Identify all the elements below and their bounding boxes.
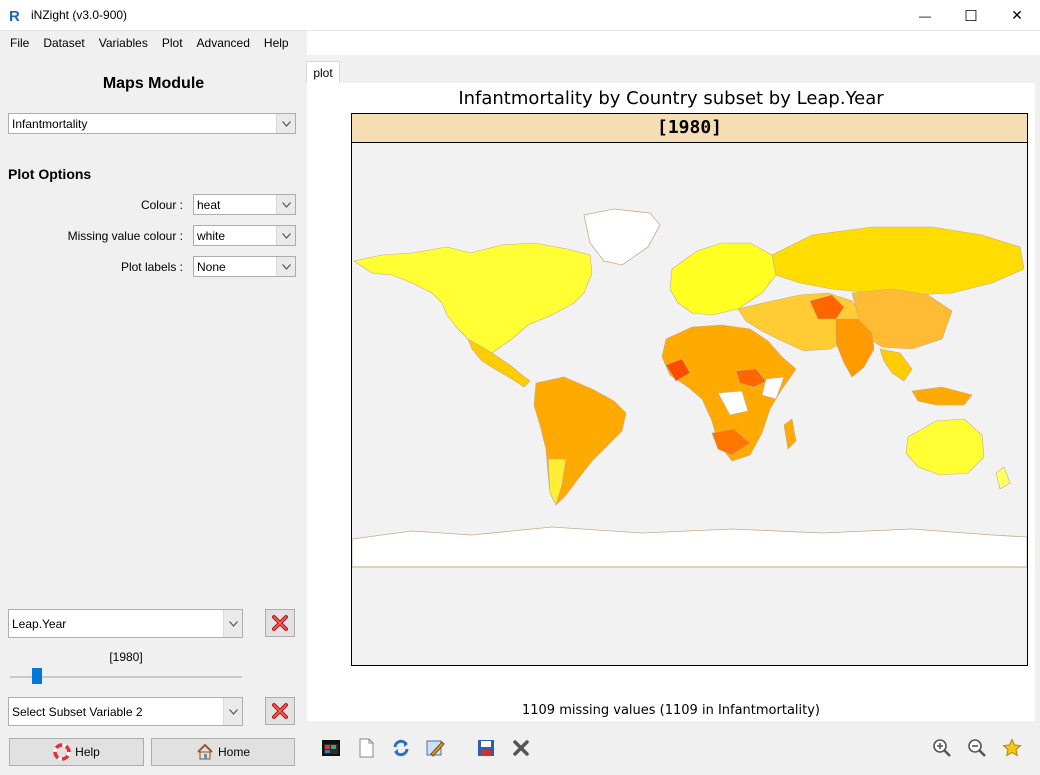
map-panel xyxy=(351,113,1028,666)
slider-value-label: [1980] xyxy=(109,650,143,664)
window-title: iNZight (v3.0-900) xyxy=(31,8,128,22)
ethiopia-shape xyxy=(735,368,767,388)
new-file-button[interactable] xyxy=(355,737,377,759)
new-plot-window-icon xyxy=(322,740,340,756)
menu-variables[interactable]: Variables xyxy=(98,36,148,50)
chevron-down-icon xyxy=(276,114,295,133)
missing-colour-select[interactable]: white xyxy=(193,225,296,246)
madagascar-shape xyxy=(783,418,797,450)
southern-cone-shape xyxy=(547,458,567,506)
chevron-down-icon xyxy=(276,226,295,245)
afghanistan-shape xyxy=(809,294,845,320)
edit-button[interactable] xyxy=(424,737,446,759)
colour-select-value: heat xyxy=(197,197,221,212)
zoom-in-button[interactable] xyxy=(931,737,953,759)
help-button-label: Help xyxy=(75,745,100,759)
russia-shape xyxy=(771,226,1025,296)
subset-variable-1-value: Leap.Year xyxy=(12,616,67,631)
close-x-icon xyxy=(513,740,529,756)
missing-values-note: 1109 missing values (1109 in Infantmorta… xyxy=(521,703,821,718)
clear-subset-1-button[interactable] xyxy=(265,609,295,637)
antarctica-shape xyxy=(352,526,1027,568)
central-america-shape xyxy=(467,338,531,388)
minimize-icon: — xyxy=(919,8,931,23)
menu-plot[interactable]: Plot xyxy=(161,36,183,50)
central-africa-missing-shape xyxy=(717,390,749,416)
variable-select-value: Infantmortality xyxy=(12,116,88,131)
west-africa-max-shape xyxy=(665,358,691,382)
zoom-in-icon xyxy=(933,739,951,757)
greenland-shape xyxy=(583,208,661,266)
pencil-icon xyxy=(426,740,445,757)
r-app-icon: R xyxy=(8,7,24,23)
panel-strip-label: [1980] xyxy=(351,113,1028,143)
plot-labels-label: Plot labels : xyxy=(120,260,183,274)
subset-variable-1-select[interactable]: Leap.Year xyxy=(8,609,243,638)
zoom-out-button[interactable] xyxy=(966,737,988,759)
tab-plot[interactable]: plot xyxy=(306,61,340,83)
refresh-button[interactable] xyxy=(390,737,412,759)
subset-variable-2-select[interactable]: Select Subset Variable 2 xyxy=(8,697,243,726)
module-title: Maps Module xyxy=(102,75,205,92)
minimize-button[interactable]: — xyxy=(902,0,948,31)
star-icon xyxy=(1002,738,1022,757)
north-america-shape xyxy=(353,242,593,354)
india-shape xyxy=(835,318,875,378)
colour-select[interactable]: heat xyxy=(193,194,296,215)
slider-track xyxy=(10,676,242,678)
variable-select[interactable]: Infantmortality xyxy=(8,113,296,134)
red-x-icon xyxy=(272,703,288,719)
menu-dataset[interactable]: Dataset xyxy=(43,36,85,50)
save-disk-icon xyxy=(478,740,494,756)
missing-colour-select-value: white xyxy=(197,228,226,243)
svg-text:R: R xyxy=(9,8,20,23)
new-window-button[interactable] xyxy=(320,737,342,759)
close-window-button[interactable]: ✕ xyxy=(994,0,1040,31)
subset-slider[interactable] xyxy=(10,667,242,685)
slider-thumb[interactable] xyxy=(32,668,42,684)
plot-labels-select-value: None xyxy=(197,259,226,274)
red-x-icon xyxy=(272,615,288,631)
zoom-out-icon xyxy=(968,739,986,757)
menu-advanced[interactable]: Advanced xyxy=(196,36,250,50)
indonesia-shape xyxy=(911,386,973,406)
maximize-icon: ☐ xyxy=(964,7,978,25)
plot-title: Infantmortality by Country subset by Lea… xyxy=(458,88,884,109)
favourite-button[interactable] xyxy=(1001,737,1023,759)
title-bar: R iNZight (v3.0-900) — ☐ ✕ xyxy=(0,0,1040,31)
blank-page-icon xyxy=(359,738,374,758)
lifebuoy-icon xyxy=(53,743,71,761)
refresh-icon xyxy=(393,739,409,757)
southeast-asia-shape xyxy=(879,348,913,382)
plot-labels-select[interactable]: None xyxy=(193,256,296,277)
chevron-down-icon xyxy=(276,195,295,214)
chevron-down-icon xyxy=(223,610,242,637)
close-icon: ✕ xyxy=(1011,7,1023,23)
clear-subset-2-button[interactable] xyxy=(265,697,295,725)
subset-variable-2-value: Select Subset Variable 2 xyxy=(12,704,143,719)
close-plot-button[interactable] xyxy=(510,737,532,759)
home-icon xyxy=(197,743,213,760)
left-panel: Maps Module Infantmortality Plot Options… xyxy=(0,55,307,775)
australia-shape xyxy=(905,418,985,476)
europe-shape xyxy=(669,242,777,316)
maximize-button[interactable]: ☐ xyxy=(948,0,994,31)
home-button-label: Home xyxy=(217,745,250,759)
menu-file[interactable]: File xyxy=(10,36,30,50)
new-zealand-shape xyxy=(995,466,1011,490)
chevron-down-icon xyxy=(223,698,242,725)
menu-bar: File Dataset Variables Plot Advanced Hel… xyxy=(0,31,307,55)
home-button[interactable]: Home xyxy=(151,738,295,766)
missing-colour-label: Missing value colour : xyxy=(67,229,183,243)
menu-help[interactable]: Help xyxy=(263,36,289,50)
plot-options-heading: Plot Options xyxy=(8,166,92,182)
somalia-missing-shape xyxy=(761,376,785,400)
help-button[interactable]: Help xyxy=(9,738,144,766)
save-button[interactable] xyxy=(475,737,497,759)
southern-africa-high-shape xyxy=(711,428,751,456)
colour-label: Colour : xyxy=(140,198,183,212)
world-map xyxy=(352,143,1027,568)
chevron-down-icon xyxy=(276,257,295,276)
